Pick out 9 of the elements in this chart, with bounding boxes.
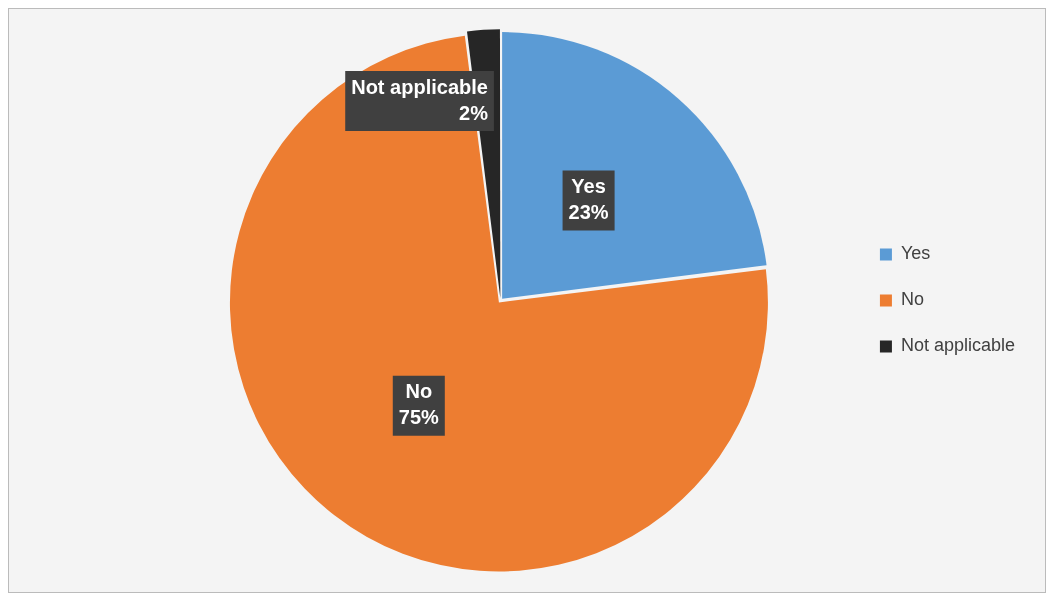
data-label: 75% xyxy=(398,406,440,429)
legend-label: Yes xyxy=(900,243,931,264)
data-label: 23% xyxy=(568,201,609,224)
slice-label: No xyxy=(405,380,433,403)
slice-label: Yes xyxy=(571,175,606,198)
slice-label: Not applicable xyxy=(351,75,488,98)
legend-label: Not applicable xyxy=(900,335,1015,356)
data-label: 2% xyxy=(459,101,489,124)
legend-label: No xyxy=(900,289,924,310)
